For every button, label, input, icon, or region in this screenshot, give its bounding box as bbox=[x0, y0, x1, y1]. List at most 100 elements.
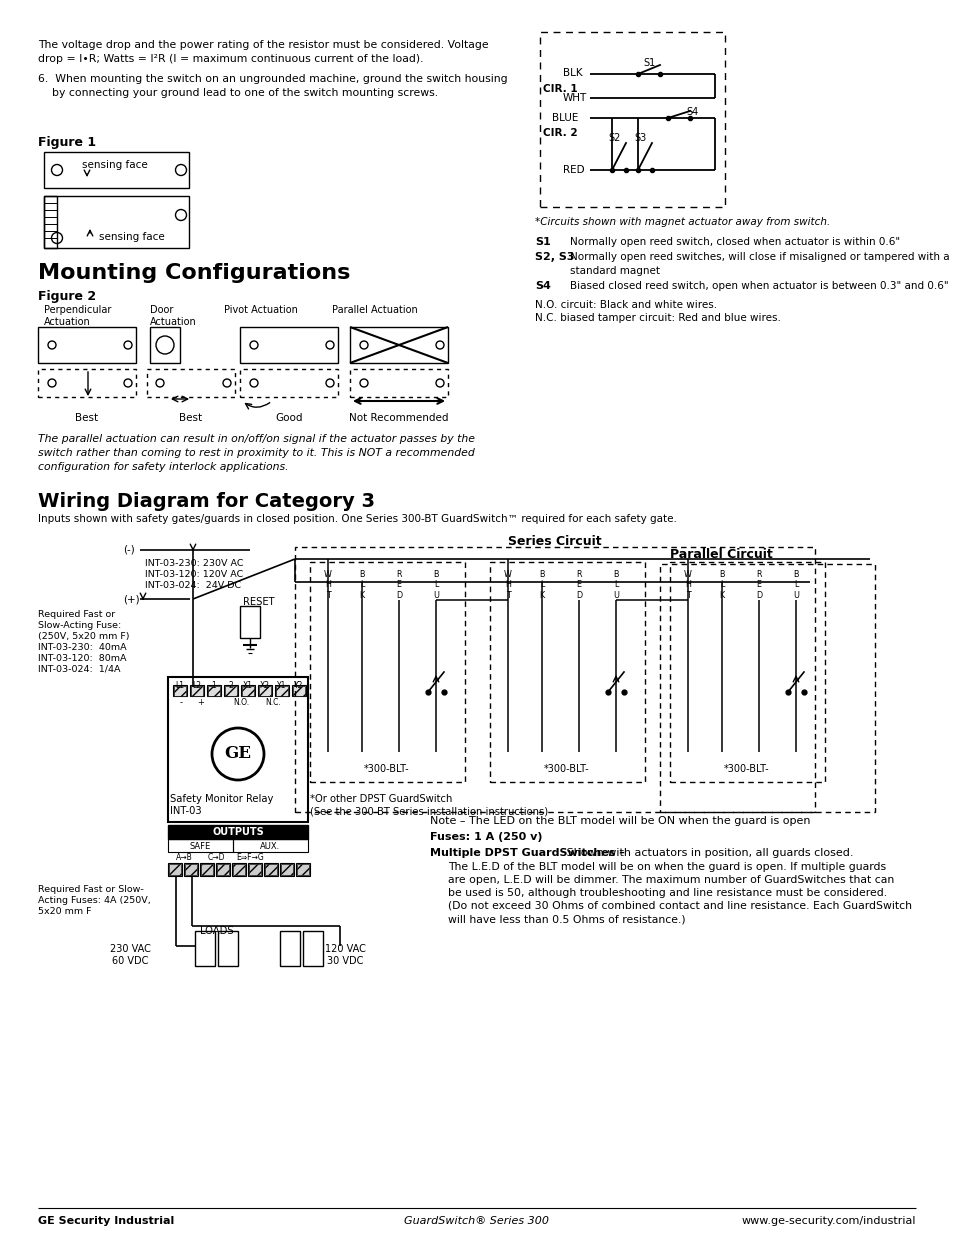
Text: will have less than 0.5 Ohms of resistance.): will have less than 0.5 Ohms of resistan… bbox=[448, 914, 685, 924]
Text: OUTPUTS: OUTPUTS bbox=[212, 827, 264, 837]
Bar bbox=[280, 931, 299, 966]
Bar bbox=[280, 863, 294, 876]
Bar bbox=[185, 864, 196, 876]
Text: INT-03-120: 120V AC: INT-03-120: 120V AC bbox=[145, 571, 243, 579]
Bar bbox=[294, 547, 814, 811]
Text: B
L
K: B L K bbox=[719, 571, 724, 600]
Text: E⇒F→G: E⇒F→G bbox=[235, 853, 263, 862]
Bar bbox=[240, 327, 337, 363]
Text: L1: L1 bbox=[175, 680, 184, 690]
Text: INT-03-024:  24V DC: INT-03-024: 24V DC bbox=[145, 580, 241, 590]
Text: Biased closed reed switch, open when actuator is between 0.3" and 0.6": Biased closed reed switch, open when act… bbox=[569, 282, 947, 291]
Text: Good: Good bbox=[275, 412, 302, 424]
Text: Parallel Circuit: Parallel Circuit bbox=[669, 548, 772, 561]
Text: standard magnet: standard magnet bbox=[569, 266, 659, 275]
Text: Y2: Y2 bbox=[294, 680, 303, 690]
Bar bbox=[191, 685, 203, 697]
Bar bbox=[233, 839, 308, 852]
Text: Wiring Diagram for Category 3: Wiring Diagram for Category 3 bbox=[38, 492, 375, 511]
Text: 120 VAC
30 VDC: 120 VAC 30 VDC bbox=[324, 944, 365, 966]
Text: R
E
D: R E D bbox=[755, 571, 761, 600]
Bar bbox=[38, 327, 136, 363]
Text: The voltage drop and the power rating of the resistor must be considered. Voltag: The voltage drop and the power rating of… bbox=[38, 40, 488, 49]
Text: 230 VAC
60 VDC: 230 VAC 60 VDC bbox=[110, 944, 151, 966]
Bar bbox=[218, 931, 237, 966]
Text: INT-03-230: 230V AC: INT-03-230: 230V AC bbox=[145, 559, 243, 568]
Text: Normally open reed switch, closed when actuator is within 0.6": Normally open reed switch, closed when a… bbox=[569, 237, 900, 247]
Text: INT-03: INT-03 bbox=[170, 806, 201, 816]
Bar bbox=[233, 864, 245, 876]
Text: BLUE: BLUE bbox=[552, 112, 578, 124]
Bar bbox=[539, 32, 724, 207]
Text: RESET: RESET bbox=[243, 597, 274, 606]
Text: B
L
U: B L U bbox=[792, 571, 799, 600]
Text: 2: 2 bbox=[229, 680, 233, 690]
Text: X2: X2 bbox=[260, 680, 270, 690]
Bar bbox=[150, 327, 180, 363]
Bar bbox=[215, 863, 230, 876]
Text: Multiple DPST GuardSwitches –: Multiple DPST GuardSwitches – bbox=[430, 848, 624, 858]
Text: Series Circuit: Series Circuit bbox=[508, 535, 601, 548]
Bar bbox=[168, 863, 182, 876]
Bar bbox=[264, 863, 277, 876]
Text: B
L
K: B L K bbox=[538, 571, 544, 600]
Bar bbox=[200, 863, 213, 876]
Bar bbox=[350, 327, 448, 363]
Text: WHT: WHT bbox=[562, 93, 587, 103]
Bar bbox=[281, 864, 293, 876]
Text: configuration for safety interlock applications.: configuration for safety interlock appli… bbox=[38, 462, 289, 472]
Bar bbox=[173, 685, 186, 697]
Text: sensing face: sensing face bbox=[82, 161, 148, 170]
Text: Pivot Actuation: Pivot Actuation bbox=[224, 305, 297, 315]
Bar bbox=[207, 685, 221, 697]
Bar bbox=[147, 369, 234, 396]
Text: Door
Actuation: Door Actuation bbox=[150, 305, 196, 326]
Bar bbox=[258, 685, 271, 697]
Text: B
L
U: B L U bbox=[613, 571, 618, 600]
Text: AUX.: AUX. bbox=[259, 842, 280, 851]
Bar bbox=[208, 685, 220, 697]
Text: *300-BLT-: *300-BLT- bbox=[364, 764, 410, 774]
Text: 1: 1 bbox=[212, 680, 216, 690]
Text: X1: X1 bbox=[243, 680, 253, 690]
Text: W
H
T: W H T bbox=[503, 571, 512, 600]
Bar bbox=[169, 864, 181, 876]
Bar bbox=[184, 863, 198, 876]
Bar bbox=[241, 685, 254, 697]
Text: S4: S4 bbox=[535, 282, 550, 291]
Text: RED: RED bbox=[562, 165, 584, 175]
Bar bbox=[168, 839, 233, 852]
Text: switch rather than coming to rest in proximity to it. This is NOT a recommended: switch rather than coming to rest in pro… bbox=[38, 448, 475, 458]
Text: SAFE: SAFE bbox=[190, 842, 211, 851]
Bar bbox=[275, 685, 288, 697]
Text: CIR. 1: CIR. 1 bbox=[542, 84, 577, 94]
Text: N.C. biased tamper circuit: Red and blue wires.: N.C. biased tamper circuit: Red and blue… bbox=[535, 312, 781, 324]
Bar bbox=[240, 369, 337, 396]
Text: 5x20 mm F: 5x20 mm F bbox=[38, 906, 91, 916]
Bar bbox=[194, 931, 214, 966]
Text: Best: Best bbox=[179, 412, 202, 424]
Text: LOADS: LOADS bbox=[200, 926, 233, 936]
Bar bbox=[216, 864, 229, 876]
Text: (Do not exceed 30 Ohms of combined contact and line resistance. Each GuardSwitch: (Do not exceed 30 Ohms of combined conta… bbox=[448, 902, 911, 911]
Text: Not Recommended: Not Recommended bbox=[349, 412, 448, 424]
Bar bbox=[669, 562, 824, 782]
Bar bbox=[242, 685, 253, 697]
Text: W
H
T: W H T bbox=[324, 571, 332, 600]
Bar bbox=[44, 152, 189, 188]
Bar bbox=[257, 685, 272, 697]
Bar bbox=[240, 606, 260, 638]
Bar bbox=[225, 685, 236, 697]
Text: www.ge-security.com/industrial: www.ge-security.com/industrial bbox=[740, 1216, 915, 1226]
Text: Note – The LED on the BLT model will be ON when the guard is open: Note – The LED on the BLT model will be … bbox=[430, 816, 810, 826]
Text: S3: S3 bbox=[634, 133, 645, 143]
Text: Y1: Y1 bbox=[277, 680, 287, 690]
Bar bbox=[168, 677, 308, 823]
Text: Required Fast or Slow-: Required Fast or Slow- bbox=[38, 885, 144, 894]
Text: Inputs shown with safety gates/guards in closed position. One Series 300-BT Guar: Inputs shown with safety gates/guards in… bbox=[38, 514, 677, 524]
Text: by connecting your ground lead to one of the switch mounting screws.: by connecting your ground lead to one of… bbox=[38, 88, 437, 98]
Text: W
H
T: W H T bbox=[683, 571, 691, 600]
Bar bbox=[490, 562, 644, 782]
Bar bbox=[168, 825, 308, 839]
Text: The parallel actuation can result in on/off/on signal if the actuator passes by : The parallel actuation can result in on/… bbox=[38, 433, 475, 445]
